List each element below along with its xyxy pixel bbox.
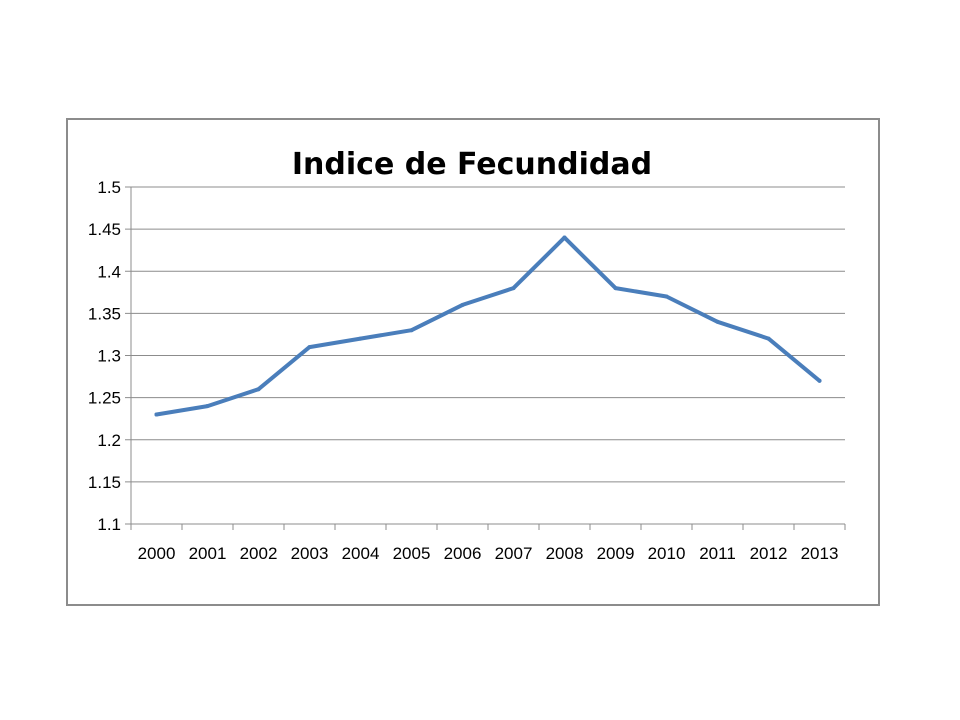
x-tick-label: 2012 (750, 544, 788, 563)
y-tick-label: 1.25 (88, 389, 121, 408)
data-point (409, 328, 414, 333)
y-tick-label: 1.5 (97, 178, 121, 197)
x-tick-label: 2005 (393, 544, 431, 563)
y-tick-label: 1.2 (97, 431, 121, 450)
series-line (154, 235, 822, 417)
y-tick-label: 1.35 (88, 304, 121, 323)
x-tick-label: 2000 (138, 544, 176, 563)
x-tick-label: 2007 (495, 544, 533, 563)
data-point (205, 404, 210, 409)
data-point (613, 286, 618, 291)
chart-title: Indice de Fecundidad (292, 147, 652, 182)
y-tick-label: 1.3 (97, 347, 121, 366)
data-point (307, 345, 312, 350)
series-layer (154, 235, 822, 417)
data-point (460, 302, 465, 307)
data-point (358, 336, 363, 341)
y-tick-label: 1.4 (97, 262, 121, 281)
x-tick-label: 2008 (546, 544, 584, 563)
x-tick-label: 2013 (801, 544, 839, 563)
data-point (664, 294, 669, 299)
gridlines (131, 186, 845, 483)
axes (125, 186, 846, 530)
x-tick-label: 2006 (444, 544, 482, 563)
y-tick-label: 1.1 (97, 515, 121, 534)
x-tick-label: 2004 (342, 544, 380, 563)
y-tick-labels: 1.1 1.15 1.2 1.25 1.3 1.35 1.4 1.45 1.5 (88, 178, 121, 534)
x-tick-labels: 2000 2001 2002 2003 2004 2005 2006 2007 2008 2009… (138, 544, 839, 563)
x-tick-label: 2011 (699, 544, 736, 563)
data-point (562, 235, 567, 240)
x-tick-label: 2010 (648, 544, 686, 563)
x-tick-label: 2009 (597, 544, 635, 563)
x-tick-label: 2001 (189, 544, 227, 563)
y-tick-label: 1.45 (88, 220, 121, 239)
chart-frame (66, 118, 880, 606)
data-point (154, 412, 159, 417)
data-point (715, 319, 720, 324)
x-tick-label: 2002 (240, 544, 278, 563)
data-point (766, 336, 771, 341)
data-point (511, 286, 516, 291)
data-point (817, 378, 822, 383)
y-tick-label: 1.15 (88, 473, 121, 492)
data-point (256, 387, 261, 392)
x-tick-label: 2003 (291, 544, 329, 563)
